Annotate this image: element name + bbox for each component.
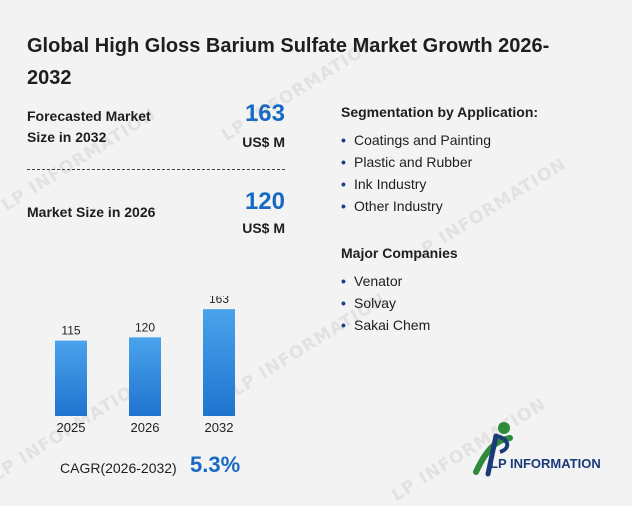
companies-heading: Major Companies	[341, 245, 458, 261]
bar-2026	[129, 337, 161, 416]
logo-text: LP INFORMATION	[490, 456, 601, 471]
list-item: • Coatings and Painting	[341, 129, 491, 151]
bar-2025	[55, 340, 87, 416]
bullet-icon: •	[341, 154, 346, 170]
list-item: • Ink Industry	[341, 173, 491, 195]
current-unit: US$ M	[242, 220, 285, 236]
bullet-icon: •	[341, 198, 346, 214]
companies-list: • Venator • Solvay • Sakai Chem	[341, 270, 430, 336]
list-item: • Plastic and Rubber	[341, 151, 491, 173]
x-tick-label: 2025	[57, 420, 86, 435]
list-item: • Other Industry	[341, 195, 491, 217]
page-title: Global High Gloss Barium Sulfate Market …	[27, 35, 550, 89]
cagr-value: 5.3%	[190, 452, 241, 477]
current-label: Market Size in 2026	[27, 204, 156, 220]
forecast-unit: US$ M	[242, 134, 285, 150]
bullet-icon: •	[341, 295, 346, 311]
forecast-value: 163	[244, 100, 285, 127]
data-label: 115	[61, 324, 80, 338]
bullet-icon: •	[341, 132, 346, 148]
bar-chart: 115 2025 120 2026 163 2032	[55, 296, 235, 435]
list-item: • Sakai Chem	[341, 314, 430, 336]
x-tick-label: 2032	[205, 420, 234, 435]
forecast-label: Forecasted Market Size in 2032	[27, 108, 151, 145]
data-label: 163	[209, 296, 229, 306]
bar-2032	[203, 309, 235, 416]
data-label: 120	[135, 320, 155, 334]
x-tick-label: 2026	[131, 420, 160, 435]
list-item: • Solvay	[341, 292, 430, 314]
list-item: • Venator	[341, 270, 430, 292]
bullet-icon: •	[341, 317, 346, 333]
bullet-icon: •	[341, 176, 346, 192]
current-value: 120	[244, 188, 285, 215]
lp-information-logo	[473, 422, 513, 477]
divider	[27, 169, 285, 170]
bullet-icon: •	[341, 273, 346, 289]
segmentation-heading: Segmentation by Application:	[341, 104, 539, 120]
cagr-label: CAGR(2026-2032)	[60, 460, 177, 476]
segmentation-list: • Coatings and Painting • Plastic and Rubb…	[341, 129, 491, 217]
